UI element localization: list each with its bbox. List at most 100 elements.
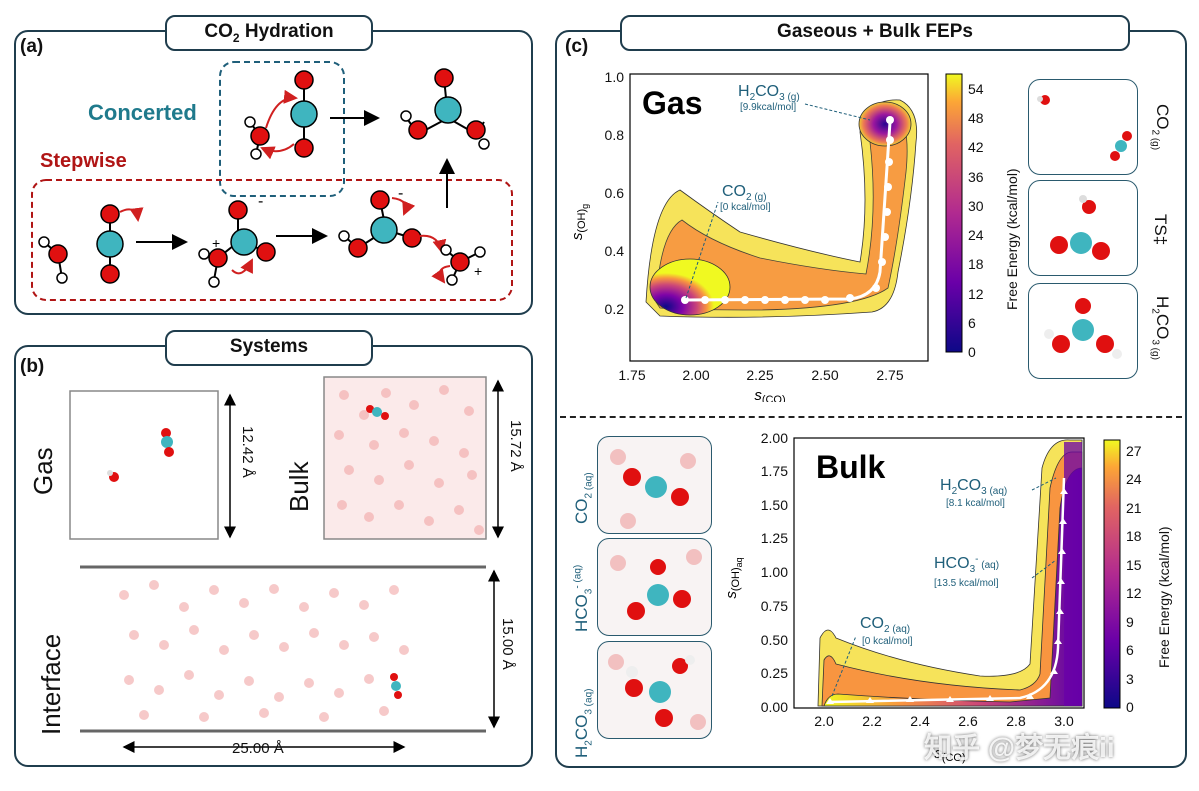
gas-xlabel: s(CO) [754,387,785,402]
watermark: 知乎 @梦无痕ii [924,732,1115,763]
gas-dimension: 12.42 Å [239,426,256,478]
gas-cbar-tick: 48 [968,110,984,126]
interface-horizontal-dimension: 25.00 Å [232,740,284,757]
bulk-cbar-tick: 0 [1126,699,1134,715]
bulk-ytick: 0.75 [761,598,788,614]
gas-cbar-tick: 0 [968,344,976,360]
bulk-ytick: 1.50 [761,497,788,513]
bulk-xtick: 2.6 [958,713,978,729]
gas-cbar-tick: 54 [968,81,984,97]
svg-text:-: - [258,193,263,210]
gas-snapshot-co2 [1028,79,1138,175]
gas-system-label: Gas [28,447,58,495]
bulk-ytick: 1.25 [761,530,788,546]
bulk-reactant-annotation: CO2 (aq) [860,615,910,635]
bulk-xtick: 2.2 [862,713,882,729]
gas-xtick: 1.75 [618,367,645,383]
gas-xtick: 2.00 [682,367,709,383]
gas-ytick: 1.0 [605,69,625,85]
bulk-cbar-tick: 3 [1126,671,1134,687]
panel-b-label: (b) [20,356,45,377]
bulk-cbar-tick: 12 [1126,585,1142,601]
gas-fep-plot: 1.75 2.00 2.25 2.50 2.75 0.2 0.4 0.6 0.8… [569,69,984,402]
gas-reactant-annotation: CO2 (g) [722,183,767,203]
panel-a-diagram: - + - + [31,61,513,301]
bulk-ytick: 0.50 [761,632,788,648]
gas-ytick: 0.6 [605,185,625,201]
gas-xtick: 2.25 [746,367,773,383]
bulk-reactant-energy: [0 kcal/mol] [862,636,913,647]
bulk-snapshot-hco3 [597,538,712,636]
bulk-intermediate-annotation: HCO3- (aq) [934,554,999,575]
gas-x-ticks: 1.75 2.00 2.25 2.50 2.75 [618,367,903,383]
gas-ytick: 0.8 [605,127,625,143]
bulk-snapshot-co2 [597,436,712,534]
gas-ytick: 0.2 [605,301,625,317]
bulk-ylabel: s(OH)aq [723,557,744,598]
panel-b-diagram [69,376,504,753]
bulk-xtick: 2.4 [910,713,930,729]
gas-side-label-co2: CO2 (g) [1149,104,1172,151]
gas-cbar-tick: 42 [968,139,984,155]
interface-system-label: Interface [36,633,66,735]
bulk-xtick: 2.8 [1006,713,1026,729]
bulk-ytick: 0.00 [761,699,788,715]
gas-product-energy: [9.9kcal/mol] [740,102,796,113]
gas-snapshot-h2co3 [1028,283,1138,379]
gas-cbar-tick: 12 [968,286,984,302]
gas-product-annotation: H2CO3 (g) [738,83,800,103]
gas-xtick: 2.50 [811,367,838,383]
panel-c-divider [560,416,1182,418]
bulk-plot-title: Bulk [816,449,886,485]
gas-ylabel: s(OH)g [569,204,590,240]
gas-cbar-tick: 6 [968,315,976,331]
bulk-dimension: 15.72 Å [507,420,524,472]
bulk-ytick: 0.25 [761,665,788,681]
panel-c-title: Gaseous + Bulk FEPs [620,15,1130,51]
gas-reactant-energy: [0 kcal/mol] [720,202,771,213]
gas-cbar-label: Free Energy (kcal/mol) [1004,168,1020,310]
bulk-side-label-h2co3: H2CO3 (aq) [572,688,595,758]
bulk-cbar-tick: 9 [1126,614,1134,630]
concerted-label: Concerted [88,100,197,125]
svg-text:-: - [398,185,403,202]
bulk-cbar-label: Free Energy (kcal/mol) [1156,526,1172,668]
gas-ytick: 0.4 [605,243,625,259]
gas-side-label-h2co3: H2CO3 (g) [1149,296,1172,360]
bulk-x-ticks: 2.0 2.2 2.4 2.6 2.8 3.0 [814,713,1074,729]
bulk-intermediate-energy: [13.5 kcal/mol] [934,578,999,589]
gas-y-ticks: 0.2 0.4 0.6 0.8 1.0 [605,69,625,317]
bulk-cbar-tick: 18 [1126,528,1142,544]
bulk-product-annotation: H2CO3 (aq) [940,477,1007,497]
bulk-ytick: 1.00 [761,564,788,580]
panel-b-title: Systems [165,330,373,366]
panel-c-label: (c) [565,36,589,57]
bulk-ytick: 1.75 [761,463,788,479]
gas-xtick: 2.75 [876,367,903,383]
bulk-cbar-tick: 21 [1126,500,1142,516]
interface-vertical-dimension: 15.00 Å [499,618,516,670]
panel-a-title: CO2 Hydration [165,15,373,51]
bulk-xlabel: s(CO) [934,745,965,764]
gas-plot-title: Gas [642,85,702,121]
bulk-xtick: 3.0 [1054,713,1074,729]
gas-cbar-tick: 24 [968,227,984,243]
svg-text:+: + [474,263,482,279]
gas-cbar-tick: 18 [968,256,984,272]
gas-side-label-ts: TS‡ [1151,214,1170,246]
bulk-cbar-tick: 6 [1126,642,1134,658]
bulk-cbar-tick: 24 [1126,471,1142,487]
bulk-side-label-hco3: HCO3- (aq) [572,564,595,632]
svg-text:+: + [212,235,220,251]
bulk-cbar-ticks: 0 3 6 9 12 15 18 21 24 27 [1126,443,1142,715]
gas-cbar-tick: 36 [968,169,984,185]
gas-snapshot-ts [1028,180,1138,276]
bulk-cbar-tick: 15 [1126,557,1142,573]
bulk-side-label-co2: CO2 (aq) [572,472,595,524]
bulk-product-energy: [8.1 kcal/mol] [946,498,1005,509]
bulk-ytick: 2.00 [761,430,788,446]
bulk-xtick: 2.0 [814,713,834,729]
bulk-cbar-tick: 27 [1126,443,1142,459]
bulk-fep-plot: Bulk H2CO3 (aq) [8.1 kcal/mol] HCO3- (aq… [723,430,1142,764]
gas-cbar-tick: 30 [968,198,984,214]
